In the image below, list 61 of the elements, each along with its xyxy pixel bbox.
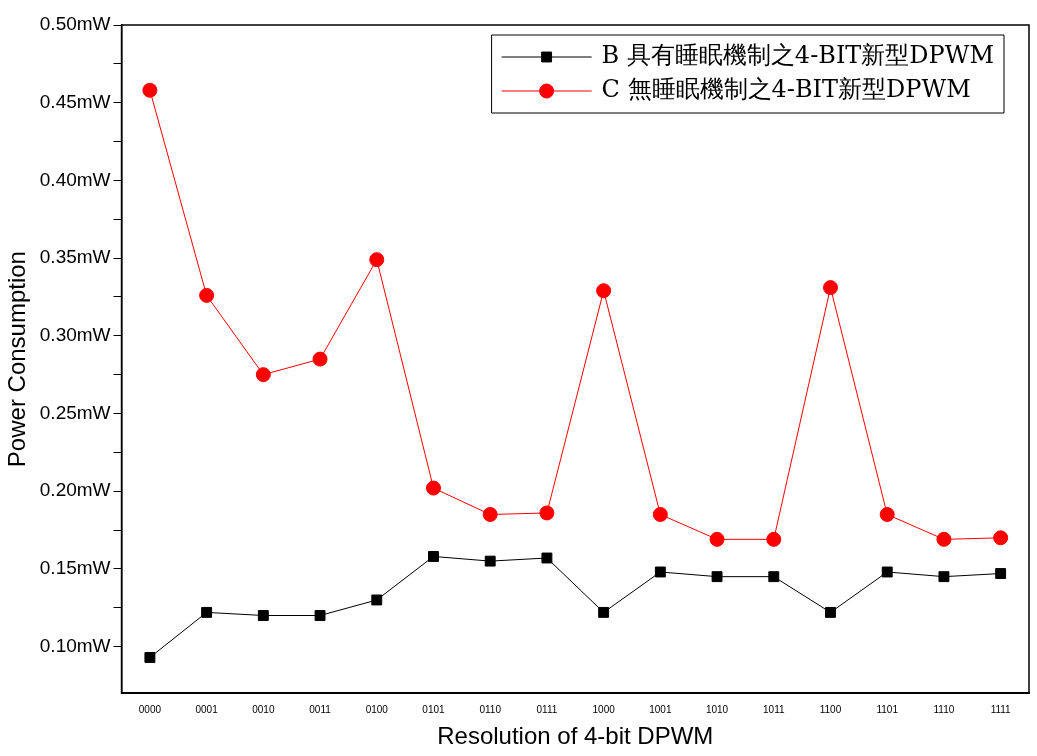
y-tick-label: 0.50mW xyxy=(39,13,111,35)
x-tick-label: 1100 xyxy=(819,703,842,715)
point xyxy=(201,606,213,618)
x-tick-label: 0111 xyxy=(536,703,558,715)
x-tick-label: 1110 xyxy=(933,703,955,715)
point xyxy=(711,571,723,583)
point xyxy=(312,351,328,367)
point xyxy=(598,606,610,618)
point xyxy=(766,531,782,547)
x-tick-label: 1000 xyxy=(592,703,616,715)
x-tick-label: 0000 xyxy=(138,703,162,715)
point xyxy=(371,594,383,606)
x-axis-title: Resolution of 4-bit DPWM xyxy=(437,722,714,750)
point xyxy=(709,531,725,547)
point xyxy=(428,551,439,562)
point xyxy=(142,82,158,98)
y-tick-label: 0.25mW xyxy=(39,401,111,423)
point xyxy=(596,283,612,299)
x-tick-label: 1011 xyxy=(763,703,785,715)
point xyxy=(314,610,326,621)
point xyxy=(369,252,385,268)
point xyxy=(541,552,553,564)
point xyxy=(993,530,1009,546)
point xyxy=(938,571,950,583)
y-tick-label: 0.35mW xyxy=(39,246,111,268)
point xyxy=(768,571,780,583)
x-tick-label: 1010 xyxy=(705,703,729,715)
point xyxy=(484,555,496,567)
y-tick-label: 0.15mW xyxy=(39,557,111,579)
x-tick-label: 0011 xyxy=(309,703,332,715)
x-tick-label: 1101 xyxy=(876,703,899,715)
x-tick-label: 0001 xyxy=(195,703,219,715)
point xyxy=(199,287,215,303)
y-tick-label: 0.45mW xyxy=(39,90,111,112)
x-tick-label: 0100 xyxy=(365,703,389,715)
legend-label: B 具有睡眠機制之4-BIT新型DPWM xyxy=(601,41,994,70)
point xyxy=(257,610,269,621)
point xyxy=(654,566,666,578)
y-tick-label: 0.40mW xyxy=(39,168,111,190)
x-tick-label: 0101 xyxy=(422,703,446,715)
point xyxy=(539,505,555,521)
point xyxy=(482,507,498,522)
y-tick-label: 0.20mW xyxy=(39,479,111,501)
point xyxy=(825,606,836,618)
point xyxy=(822,280,838,296)
point xyxy=(995,568,1007,579)
x-tick-label: 1111 xyxy=(990,703,1012,715)
y-axis-title: Power Consumption xyxy=(3,251,31,468)
x-tick-label: 1001 xyxy=(649,703,672,715)
y-tick-label: 0.10mW xyxy=(39,634,111,656)
legend-label: C 無睡眠機制之4-BIT新型DPWM xyxy=(601,75,971,104)
point xyxy=(425,480,441,496)
x-tick-label: 0010 xyxy=(252,703,275,715)
point xyxy=(879,507,895,522)
point xyxy=(936,531,952,547)
point xyxy=(881,566,893,578)
point xyxy=(652,507,668,522)
x-tick-label: 0110 xyxy=(479,703,502,715)
point xyxy=(255,367,271,383)
point xyxy=(144,652,156,663)
y-tick-label: 0.30mW xyxy=(39,324,111,346)
